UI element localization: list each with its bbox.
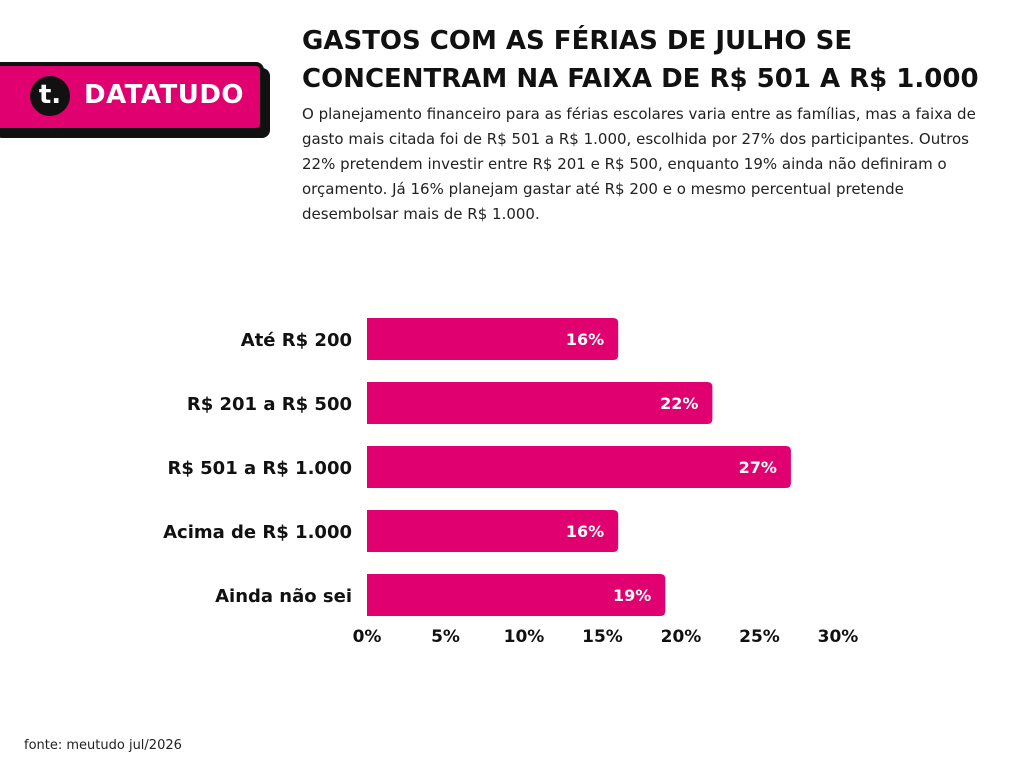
bar <box>367 382 713 424</box>
data-label: 16% <box>566 522 604 541</box>
bar <box>367 318 619 360</box>
x-tick-label: 15% <box>582 627 623 647</box>
brand-logo-icon: t. <box>30 76 70 116</box>
bar <box>367 574 666 616</box>
x-tick-label: 30% <box>818 627 859 647</box>
category-label: Acima de R$ 1.000 <box>163 522 352 543</box>
brand-name: DATATUDO <box>84 80 245 110</box>
x-tick-label: 5% <box>431 627 460 647</box>
source-note: fonte: meutudo jul/2026 <box>24 738 182 753</box>
bar <box>367 510 619 552</box>
x-tick-label: 20% <box>661 627 702 647</box>
category-label: Ainda não sei <box>215 586 352 607</box>
chart-subtitle: O planejamento financeiro para as férias… <box>302 105 976 223</box>
category-label: Até R$ 200 <box>241 330 352 351</box>
chart-title: GASTOS COM AS FÉRIAS DE JULHO SE CONCENT… <box>302 26 979 94</box>
x-tick-label: 25% <box>739 627 780 647</box>
data-label: 22% <box>660 394 698 413</box>
brand-badge: t. DATATUDO <box>0 62 264 132</box>
bar <box>367 446 791 488</box>
data-label: 19% <box>613 586 651 605</box>
category-label: R$ 201 a R$ 500 <box>187 394 352 415</box>
data-label: 16% <box>566 330 604 349</box>
category-label: R$ 501 a R$ 1.000 <box>168 458 353 479</box>
x-tick-label: 0% <box>353 627 382 647</box>
x-tick-label: 10% <box>504 627 545 647</box>
bar-chart: Até R$ 200 16% R$ 201 a R$ 500 22% R$ 501 a … <box>163 318 859 647</box>
data-label: 27% <box>739 458 777 477</box>
